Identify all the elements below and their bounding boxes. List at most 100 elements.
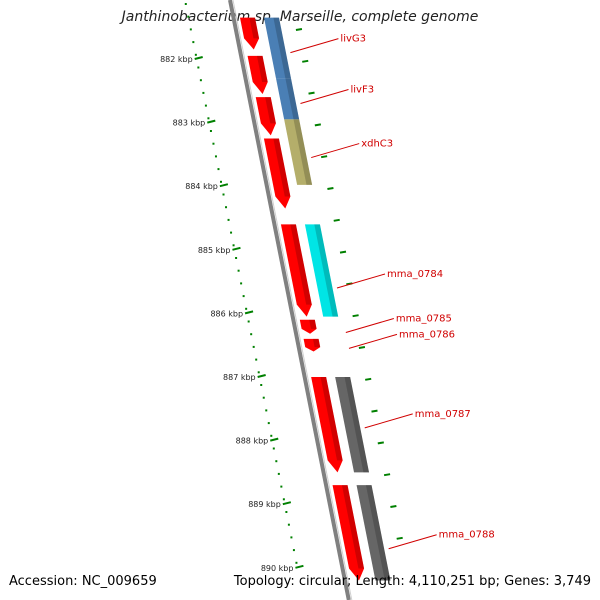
ruler-dot — [199, 79, 202, 82]
outer-tick — [333, 218, 340, 222]
ruler-dot — [202, 91, 205, 94]
gene-leader-line — [311, 143, 360, 159]
ruler-dot — [192, 41, 195, 44]
ruler-dot — [217, 168, 220, 171]
cds-arrow-shade — [320, 377, 343, 461]
ruler-tick — [257, 374, 266, 378]
gene-leader-line — [336, 273, 386, 289]
ruler-dot — [255, 358, 258, 361]
gene-leader-line — [348, 333, 398, 349]
cds-arrow-shade — [341, 485, 365, 569]
ruler-tick — [244, 310, 254, 315]
ruler-dot — [204, 104, 207, 107]
ruler-dot — [265, 409, 268, 412]
gene-block-livF3[interactable] — [275, 78, 300, 120]
ruler-dot — [209, 130, 212, 132]
ruler-tick-label: 884 kbp — [185, 182, 218, 191]
cds-arrow-shade — [309, 319, 317, 329]
gene-leader-line — [345, 318, 394, 333]
cds-arrow[interactable] — [332, 485, 365, 581]
outer-tick — [365, 377, 372, 381]
cds-arrow[interactable] — [239, 17, 260, 50]
cds-arrow-shade — [256, 55, 268, 82]
gene-label-mma_0786[interactable]: mma_0786 — [399, 329, 455, 340]
gene-block-livG3[interactable] — [263, 17, 291, 79]
ruler-dot — [245, 307, 248, 310]
outer-tick — [396, 536, 403, 540]
ruler-dot — [257, 371, 260, 374]
gene-leader-line — [300, 89, 349, 104]
gene-leader-line — [290, 38, 339, 54]
cds-arrow-shade — [273, 138, 291, 197]
ruler-dot — [247, 320, 250, 323]
ruler-dot — [262, 396, 265, 399]
gene-block-mma_0784-shade — [314, 224, 339, 317]
ruler-dot — [280, 485, 283, 488]
tick-layer: 882 kbp 883 kbp 884 kbp 885 kbp 886 kbp 887 k… — [160, 3, 403, 573]
gene-block-mma_0784[interactable] — [304, 224, 339, 317]
cds-arrow[interactable] — [255, 97, 276, 136]
gene-label-mma_0788[interactable]: mma_0788 — [439, 530, 495, 541]
ruler-dot — [184, 3, 187, 5]
cds-arrow[interactable] — [280, 224, 312, 317]
ruler-dot — [260, 384, 263, 386]
ruler-tick — [207, 119, 216, 124]
ruler-dot — [219, 180, 222, 183]
ruler-tick — [295, 564, 304, 569]
gene-label-mma_0785[interactable]: mma_0785 — [396, 313, 452, 324]
ruler-tick-label: 885 kbp — [198, 246, 231, 255]
cds-arrow[interactable] — [299, 319, 317, 334]
cds-layer — [239, 17, 391, 581]
accession-text: Accession: NC_009659 — [9, 574, 157, 589]
ruler-dot — [292, 549, 295, 552]
cds-arrow[interactable] — [247, 55, 268, 94]
cds-arrow-shade — [249, 17, 260, 39]
gene-label-livF3[interactable]: livF3 — [350, 85, 374, 96]
gene-leader-line — [364, 413, 413, 429]
ruler-tick-label: 886 kbp — [210, 309, 243, 318]
topology-text: Topology: circular; Length: 4,110,251 bp… — [233, 574, 591, 589]
ruler-dot — [295, 561, 298, 564]
ruler-dot — [230, 231, 233, 234]
outer-tick — [295, 28, 303, 31]
ruler-dot — [287, 523, 290, 526]
gene-label-layer: livG3 livF3 xdhC3 mma_0784 mma_0785 mma_0786m… — [290, 34, 495, 550]
outer-tick — [371, 409, 378, 413]
gene-label-mma_0787[interactable]: mma_0787 — [415, 409, 471, 420]
gene-label-mma_0784[interactable]: mma_0784 — [387, 269, 443, 280]
ruler-dot — [237, 269, 240, 272]
outer-tick — [390, 505, 397, 508]
ruler-dot — [189, 28, 192, 31]
ruler-dot — [214, 155, 217, 158]
gene-block-xdhC3-shade — [293, 119, 313, 185]
genome-title: Janthinobacterium sp. Marseille, complet… — [121, 9, 479, 25]
outer-tick — [327, 187, 334, 190]
ruler-dot — [275, 460, 278, 463]
ruler-tick-label: 888 kbp — [236, 437, 269, 446]
gene-block-mma_0788-shade — [365, 485, 391, 581]
gene-label-livG3[interactable]: livG3 — [340, 34, 366, 45]
ruler-dot — [272, 447, 275, 450]
ruler-dot — [194, 53, 197, 56]
ruler-dot — [207, 117, 210, 120]
ruler-tick-label: 883 kbp — [173, 119, 206, 128]
ruler-tick — [219, 183, 229, 188]
cds-arrow[interactable] — [311, 377, 343, 473]
outer-tick — [383, 473, 391, 477]
gene-block-xdhC3[interactable] — [284, 119, 313, 185]
ruler-dot — [222, 193, 225, 196]
gene-block-mma_0787[interactable] — [335, 377, 370, 473]
ruler-tick-label: 887 kbp — [223, 373, 256, 382]
gene-label-xdhC3[interactable]: xdhC3 — [361, 139, 393, 150]
genome-backbone-highlight — [232, 0, 353, 600]
cds-arrow[interactable] — [263, 138, 291, 209]
cds-arrow[interactable] — [303, 338, 321, 352]
outer-tick — [302, 59, 309, 63]
ruler-dot — [197, 66, 200, 69]
gene-leader-line — [388, 534, 437, 550]
ruler-dot — [270, 434, 273, 437]
ruler-dot — [227, 218, 230, 221]
outer-tick — [339, 250, 347, 254]
gene-block-mma_0788[interactable] — [356, 485, 391, 581]
